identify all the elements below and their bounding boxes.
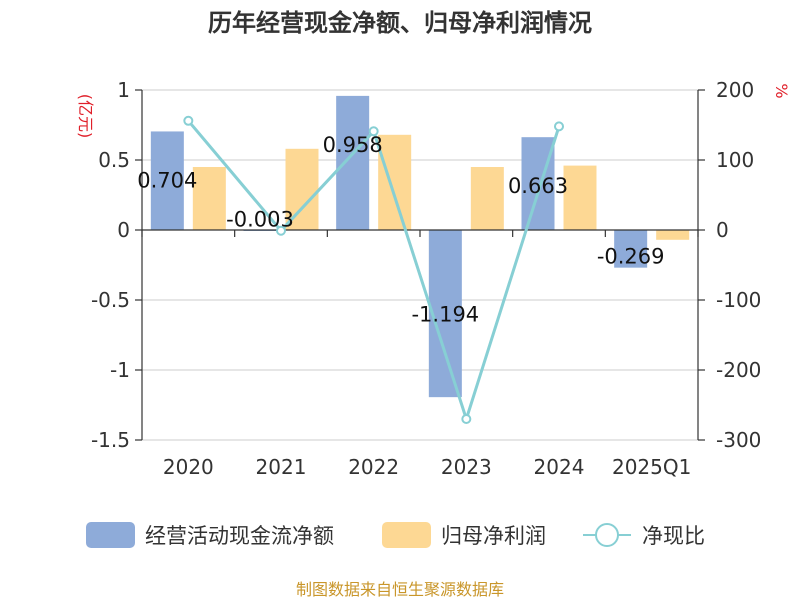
- left-tick-label-0-5: 0.5: [98, 148, 130, 172]
- legend-swatch: [86, 522, 135, 548]
- left-y-axis-ticks: 1 0.5 0 -0.5 -1 -1.5: [91, 78, 142, 452]
- legend-item-1: 归母净利润: [382, 522, 546, 548]
- ratio-line-series: [183, 115, 564, 424]
- ratio-point-2020: [183, 115, 194, 126]
- right-tick-label--200: -200: [716, 358, 761, 382]
- ratio-point-2023: [461, 414, 472, 424]
- data-label-cashflow-2025q1: -0.269: [597, 245, 665, 269]
- grid-lines: [142, 89, 698, 441]
- bar-netprofit-2023: [470, 167, 504, 230]
- data-labels: 0.704 -0.003 0.958 -1.194 0.663 -0.269: [137, 133, 664, 327]
- bar-cashflow-2024: [521, 137, 555, 230]
- bars: [150, 95, 690, 398]
- left-tick-label-0: 0: [117, 218, 130, 242]
- bar-netprofit-2024: [563, 165, 597, 230]
- bar-cashflow-2020: [150, 131, 184, 230]
- x-tick-label-2020: 2020: [163, 455, 214, 479]
- legend-item-0: 经营活动现金流净额: [86, 522, 334, 548]
- legend: 经营活动现金流净额 归母净利润 净现比: [86, 522, 705, 548]
- ratio-point-2021: [276, 225, 286, 236]
- right-tick-label--300: -300: [716, 428, 761, 452]
- left-axis-unit-label: (亿元): [76, 94, 95, 139]
- data-label-cashflow-2020: 0.704: [137, 168, 197, 192]
- legend-item-2: 净现比: [583, 523, 705, 548]
- bar-netprofit-2020: [192, 167, 226, 230]
- legend-swatch: [382, 522, 431, 548]
- left-tick-label--1: -1: [110, 358, 130, 382]
- bar-netprofit-2025q1: [656, 230, 690, 240]
- ratio-point-2024: [554, 121, 564, 132]
- bar-cashflow-2023: [428, 230, 462, 398]
- data-label-cashflow-2024: 0.663: [508, 174, 568, 198]
- right-tick-label--100: -100: [716, 288, 761, 312]
- x-tick-label-2023: 2023: [441, 455, 492, 479]
- bar-cashflow-2025q1: [614, 230, 648, 268]
- x-tick-label-2025q1: 2025Q1: [612, 455, 691, 479]
- left-tick-label--0-5: -0.5: [91, 288, 130, 312]
- data-label-cashflow-2023: -1.194: [411, 303, 479, 327]
- ratio-line: [187, 119, 561, 421]
- data-label-cashflow-2021: -0.003: [226, 207, 294, 231]
- x-tick-label-2024: 2024: [534, 455, 585, 479]
- legend-label: 经营活动现金流净额: [145, 524, 334, 548]
- data-label-cashflow-2022: 0.958: [323, 133, 383, 157]
- x-tick-label-2022: 2022: [348, 455, 399, 479]
- chart-title: 历年经营现金净额、归母净利润情况: [208, 9, 592, 37]
- source-note: 制图数据来自恒生聚源数据库: [296, 580, 504, 599]
- left-tick-label--1-5: -1.5: [91, 428, 130, 452]
- legend-label: 净现比: [642, 524, 705, 548]
- right-tick-label-0: 0: [716, 218, 729, 242]
- bar-netprofit-2022: [378, 134, 412, 230]
- legend-swatch-marker: [595, 523, 619, 547]
- x-tick-label-2021: 2021: [256, 455, 307, 479]
- ratio-point-2022: [368, 126, 379, 137]
- right-y-axis-ticks: 200 100 0 -100 -200 -300: [698, 78, 761, 452]
- legend-label: 归母净利润: [441, 524, 546, 548]
- bar-netprofit-2021: [285, 148, 319, 230]
- left-tick-label-1: 1: [117, 78, 130, 102]
- right-tick-label-100: 100: [716, 148, 754, 172]
- right-tick-label-200: 200: [716, 78, 754, 102]
- bar-cashflow-2022: [336, 95, 370, 230]
- right-axis-unit-label: %: [772, 83, 791, 98]
- x-axis-ticks: 2020 2021 2022 2023 2024 2025Q1: [141, 230, 699, 479]
